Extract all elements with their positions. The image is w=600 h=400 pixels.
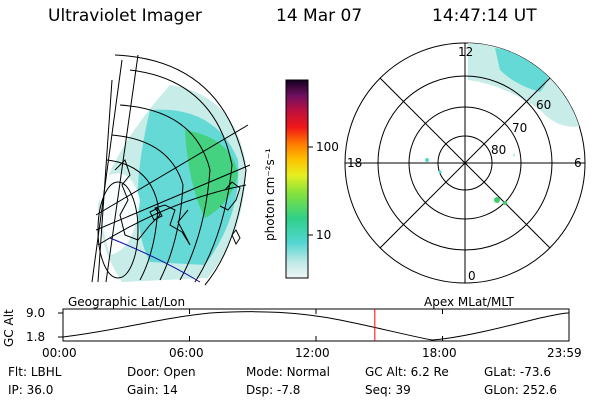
observation-date: 14 Mar 07: [276, 6, 363, 26]
coastline: [114, 159, 191, 246]
info-gain: Gain: 14: [127, 383, 178, 397]
color-bar: [285, 79, 313, 279]
info-mode: Mode: Normal: [246, 365, 330, 379]
info-glon: GLon: 252.6: [484, 383, 557, 397]
orbit-plot: [58, 308, 570, 342]
aurora-spot: [425, 158, 429, 162]
parallel-line: [111, 134, 184, 281]
parallel-line: [106, 159, 159, 281]
mlt-label-18: 18: [347, 156, 363, 170]
orbit-x-label: 06:00: [169, 346, 204, 360]
pole-circle: [97, 181, 139, 279]
polar-diagonal: [379, 77, 551, 249]
orbit-axis-title: GC Alt: [2, 309, 16, 347]
info-flt: Flt: LBHL: [8, 365, 62, 379]
terminator-line: [109, 237, 201, 283]
colorbar-tick-label-10: 10: [316, 228, 332, 242]
lat-label-70: 70: [512, 121, 528, 135]
info-seq: Seq: 39: [365, 383, 411, 397]
info-glat: GLat: -73.6: [484, 365, 551, 379]
polar-plot: [344, 42, 586, 284]
aurora-spot: [503, 201, 507, 205]
info-gc-alt: GC Alt: 6.2 Re: [365, 365, 449, 379]
orbit-y-label-min: 1.8: [26, 330, 46, 344]
meridian-line: [95, 164, 251, 231]
observation-time: 14:47:14 UT: [432, 6, 537, 26]
aurora-spot: [512, 153, 516, 157]
meridian-line: [91, 59, 123, 283]
mlt-label-0: 0: [468, 269, 476, 283]
aurora-white-patch: [99, 173, 140, 255]
color-bar-gradient: [285, 79, 309, 279]
meridian-line: [105, 54, 139, 283]
meridian-line: [95, 124, 249, 216]
geographic-map: [91, 54, 251, 286]
aurora-spot: [438, 170, 442, 174]
colorbar-tick-label-100: 100: [316, 140, 339, 154]
parallel-line: [119, 104, 211, 281]
coastline: [149, 207, 163, 221]
info-dsp: Dsp: -7.8: [246, 383, 301, 397]
mlt-label-6: 6: [574, 156, 582, 170]
info-door: Door: Open: [127, 365, 196, 379]
meridian-line: [97, 79, 113, 283]
colorbar-unit-label: photon cm⁻²s⁻¹: [263, 148, 277, 241]
globe-limb: [114, 54, 247, 286]
mlt-label-12: 12: [458, 45, 474, 59]
coastline: [219, 181, 241, 211]
lat-label-60: 60: [536, 98, 552, 112]
coastline: [231, 229, 241, 246]
instrument-title: Ultraviolet Imager: [48, 6, 202, 26]
aurora-spot: [494, 197, 500, 203]
orbit-x-label: 00:00: [42, 346, 77, 360]
orbit-y-label-max: 9.0: [26, 306, 46, 320]
parallel-line: [129, 69, 233, 283]
lat-label-80: 80: [491, 143, 507, 157]
orbit-x-label: 18:00: [422, 346, 457, 360]
apex-label: Apex MLat/MLT: [424, 295, 514, 309]
orbit-x-label: 12:00: [295, 346, 330, 360]
info-ip: IP: 36.0: [8, 383, 54, 397]
geographic-label: Geographic Lat/Lon: [68, 295, 186, 309]
orbit-x-label: 23:59: [547, 346, 582, 360]
orbit-altitude-curve: [62, 311, 570, 341]
aurora-green-patch: [185, 130, 238, 218]
